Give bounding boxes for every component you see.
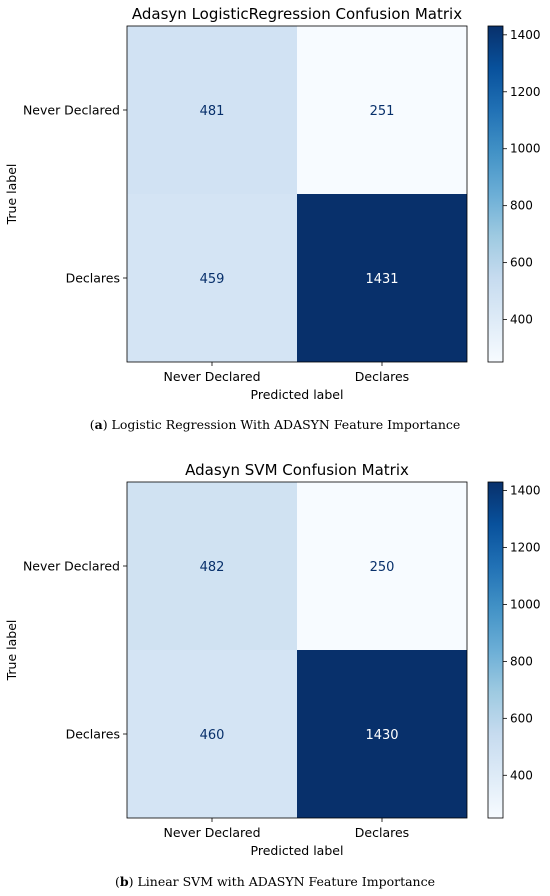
x-tick-label: Never Declared bbox=[163, 825, 260, 840]
matrix-cell bbox=[297, 194, 467, 362]
caption-letter: b bbox=[120, 874, 129, 889]
chart-title: Adasyn SVM Confusion Matrix bbox=[185, 461, 409, 479]
colorbar-tick-label: 1000 bbox=[510, 142, 541, 156]
y-axis-label: True label bbox=[4, 620, 19, 682]
colorbar-tick-label: 1400 bbox=[510, 484, 541, 498]
colorbar-tick-label: 400 bbox=[510, 768, 533, 782]
matrix-cell bbox=[127, 650, 297, 818]
matrix-cell bbox=[297, 26, 467, 194]
x-tick-label: Never Declared bbox=[163, 369, 260, 384]
cell-value: 1430 bbox=[365, 728, 398, 743]
cell-value: 459 bbox=[200, 272, 225, 287]
y-tick-label: Never Declared bbox=[23, 559, 120, 574]
y-axis-label: True label bbox=[4, 164, 19, 226]
cell-value: 251 bbox=[370, 104, 395, 119]
cell-value: 250 bbox=[370, 560, 395, 575]
colorbar-tick-label: 1200 bbox=[510, 85, 541, 99]
figure-caption: (b) Linear SVM with ADASYN Feature Impor… bbox=[115, 874, 435, 889]
colorbar-tick-label: 800 bbox=[510, 199, 533, 213]
y-tick-label: Declares bbox=[66, 727, 120, 742]
y-tick-label: Declares bbox=[66, 271, 120, 286]
figure-caption: (a) Logistic Regression With ADASYN Feat… bbox=[90, 417, 461, 432]
caption-text: Logistic Regression With ADASYN Feature … bbox=[112, 417, 461, 432]
colorbar-tick-label: 1000 bbox=[510, 597, 541, 611]
matrix-cell bbox=[127, 26, 297, 194]
cell-value: 482 bbox=[200, 560, 225, 575]
matrix-cell bbox=[297, 650, 467, 818]
cell-value: 1431 bbox=[365, 272, 398, 287]
x-tick-label: Declares bbox=[355, 825, 409, 840]
cell-value: 460 bbox=[200, 728, 225, 743]
colorbar-tick-label: 600 bbox=[510, 256, 533, 270]
chart-title: Adasyn LogisticRegression Confusion Matr… bbox=[132, 5, 462, 23]
matrix-cell bbox=[297, 482, 467, 650]
colorbar-tick-label: 400 bbox=[510, 313, 533, 327]
matrix-cell bbox=[127, 194, 297, 362]
colorbar bbox=[487, 481, 504, 819]
matrix-cell bbox=[127, 482, 297, 650]
plot-frame bbox=[126, 481, 468, 819]
x-axis-label: Predicted label bbox=[251, 387, 344, 402]
confusion-matrix-panel-1: Adasyn LogisticRegression Confusion Matr… bbox=[4, 5, 541, 432]
cell-value: 481 bbox=[200, 104, 225, 119]
caption-letter: a bbox=[95, 417, 103, 432]
colorbar-tick-label: 1200 bbox=[510, 540, 541, 554]
colorbar-tick-label: 600 bbox=[510, 711, 533, 725]
y-tick-label: Never Declared bbox=[23, 103, 120, 118]
caption-text: Linear SVM with ADASYN Feature Importanc… bbox=[137, 874, 435, 889]
plot-frame bbox=[126, 25, 468, 363]
colorbar-tick-label: 1400 bbox=[510, 28, 541, 42]
confusion-matrix-panel-2: Adasyn SVM Confusion Matrix 482 250 460 1430… bbox=[4, 461, 541, 889]
x-tick-label: Declares bbox=[355, 369, 409, 384]
colorbar bbox=[487, 25, 504, 363]
x-axis-label: Predicted label bbox=[251, 843, 344, 858]
colorbar-tick-label: 800 bbox=[510, 654, 533, 668]
